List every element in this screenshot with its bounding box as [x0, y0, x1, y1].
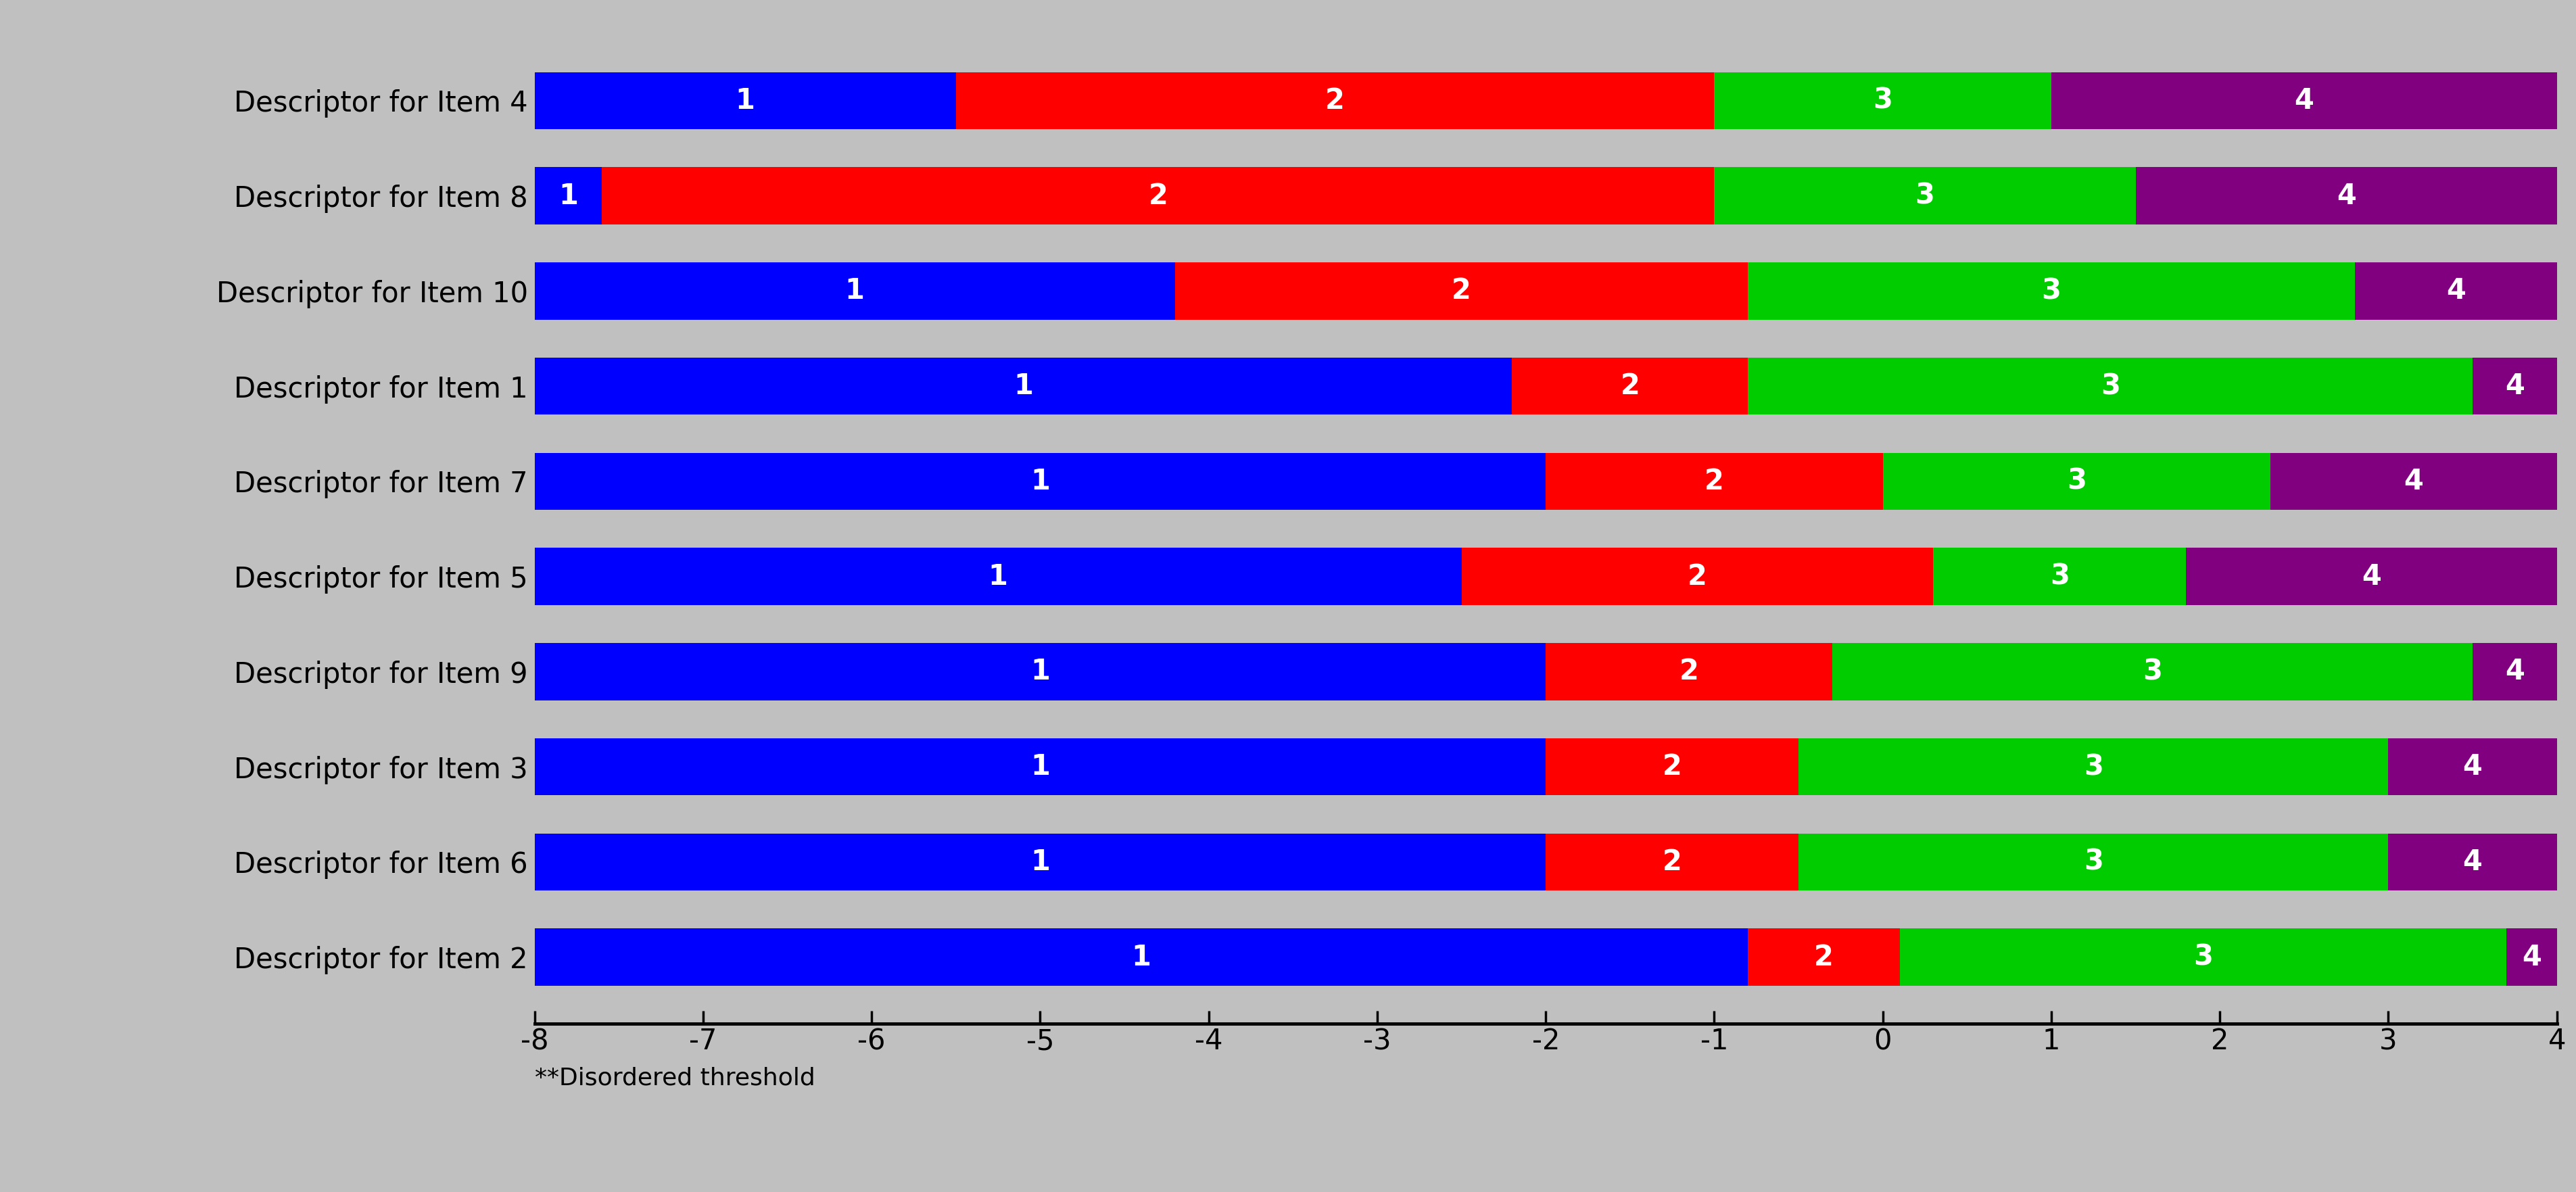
Text: **Disordered threshold: **Disordered threshold [536, 1067, 814, 1089]
Bar [1512, 358, 1749, 415]
Text: 1: 1 [1012, 372, 1033, 401]
Text: 2: 2 [1662, 848, 1682, 876]
Text: 2: 2 [1687, 563, 1708, 591]
Bar [536, 358, 1512, 415]
Bar [1713, 72, 2050, 129]
Bar [1546, 738, 1798, 795]
Bar [536, 833, 1546, 890]
Bar [1749, 262, 2354, 319]
Bar [956, 72, 1713, 129]
Text: 4: 4 [2336, 181, 2357, 210]
Text: 3: 3 [2143, 658, 2161, 685]
Bar [2187, 548, 2558, 606]
Text: 4: 4 [2463, 752, 2483, 781]
Text: 3: 3 [2050, 563, 2069, 591]
Text: 4: 4 [2295, 86, 2313, 114]
Text: 3: 3 [2043, 277, 2061, 305]
Bar [1899, 929, 2506, 986]
Text: 3: 3 [2192, 943, 2213, 971]
Bar [2473, 644, 2558, 700]
Text: 4: 4 [2403, 467, 2424, 496]
Text: 2: 2 [1662, 752, 1682, 781]
Text: 1: 1 [989, 563, 1007, 591]
Text: 1: 1 [734, 86, 755, 114]
Bar [1749, 929, 1899, 986]
Bar [536, 548, 1461, 606]
Text: 2: 2 [1680, 658, 1698, 685]
Bar [536, 738, 1546, 795]
Bar [2473, 358, 2558, 415]
Text: 4: 4 [2522, 943, 2543, 971]
Text: 1: 1 [1030, 467, 1051, 496]
Bar [1749, 358, 2473, 415]
Bar [536, 72, 956, 129]
Text: 2: 2 [1814, 943, 1834, 971]
Bar [2269, 453, 2558, 510]
Bar [2354, 262, 2558, 319]
Bar [536, 453, 1546, 510]
Text: 4: 4 [2504, 372, 2524, 401]
Bar [536, 644, 1546, 700]
Text: 3: 3 [1914, 181, 1935, 210]
Bar [2388, 738, 2558, 795]
Text: 2: 2 [1620, 372, 1641, 401]
Text: 3: 3 [2066, 467, 2087, 496]
Bar [536, 929, 1749, 986]
Text: 2: 2 [1149, 181, 1167, 210]
Text: 3: 3 [1873, 86, 1893, 114]
Bar [1175, 262, 1749, 319]
Bar [2136, 167, 2558, 224]
Bar [1461, 548, 1935, 606]
Bar [1546, 644, 1832, 700]
Text: 2: 2 [1453, 277, 1471, 305]
Text: 2: 2 [1324, 86, 1345, 114]
Text: 3: 3 [2084, 752, 2102, 781]
Bar [603, 167, 1713, 224]
Text: 1: 1 [1030, 848, 1051, 876]
Text: 3: 3 [2084, 848, 2102, 876]
Bar [536, 167, 603, 224]
Text: 1: 1 [1030, 658, 1051, 685]
Bar [1798, 738, 2388, 795]
Bar [1546, 453, 1883, 510]
Text: 4: 4 [2504, 658, 2524, 685]
Text: 3: 3 [2099, 372, 2120, 401]
Text: 2: 2 [1705, 467, 1723, 496]
Bar [2388, 833, 2558, 890]
Text: 1: 1 [845, 277, 866, 305]
Bar [1546, 833, 1798, 890]
Bar [2050, 72, 2558, 129]
Bar [1713, 167, 2136, 224]
Text: 1: 1 [1131, 943, 1151, 971]
Bar [1832, 644, 2473, 700]
Bar [1883, 453, 2269, 510]
Text: 4: 4 [2362, 563, 2380, 591]
Text: 1: 1 [559, 181, 577, 210]
Bar [1935, 548, 2187, 606]
Bar [1798, 833, 2388, 890]
Text: 4: 4 [2463, 848, 2483, 876]
Text: 1: 1 [1030, 752, 1051, 781]
Bar [536, 262, 1175, 319]
Bar [2506, 929, 2558, 986]
Text: 4: 4 [2447, 277, 2465, 305]
